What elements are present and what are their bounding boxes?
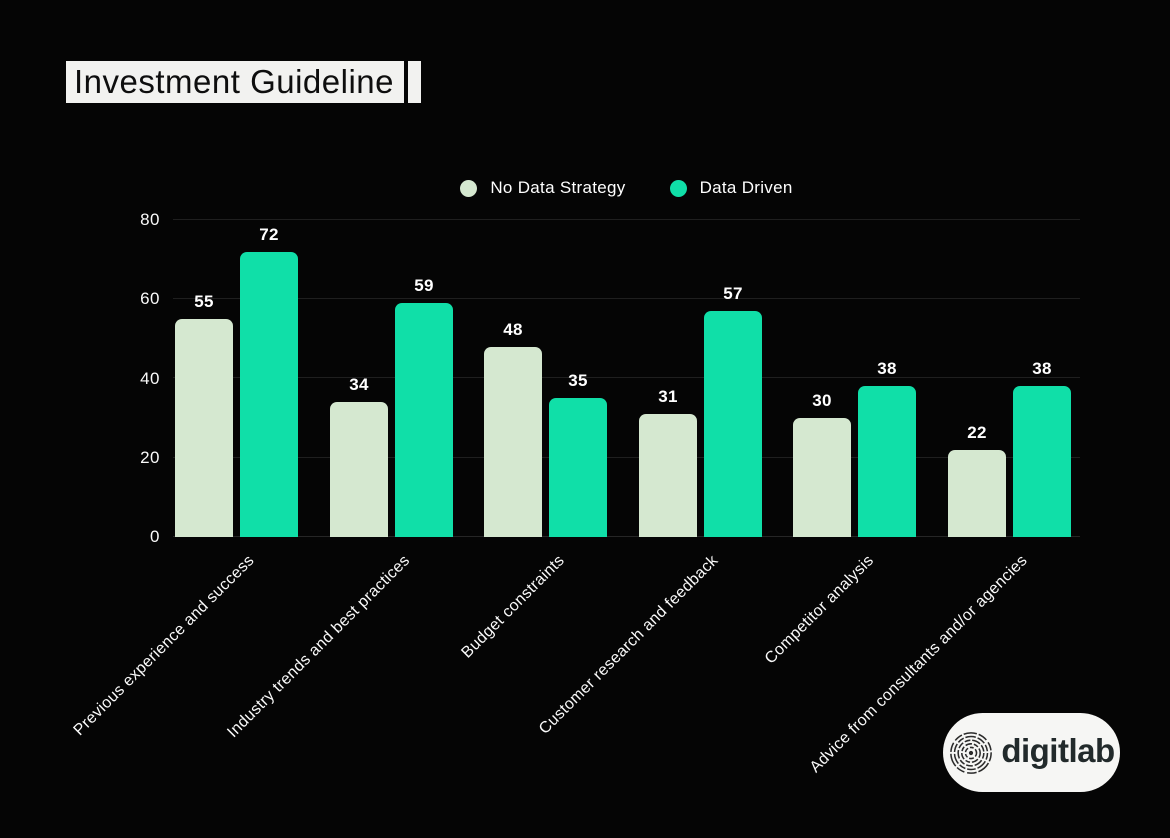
legend-item: Data Driven <box>669 178 793 198</box>
bar-value-label: 48 <box>503 320 523 339</box>
bar-value-label: 35 <box>568 371 588 390</box>
bar-value-label: 57 <box>723 284 743 303</box>
bar-no-data-strategy <box>948 450 1006 537</box>
y-tick-label: 20 <box>140 448 160 467</box>
gridline <box>173 219 1080 220</box>
bar-no-data-strategy <box>484 347 542 537</box>
y-tick-label: 60 <box>140 289 160 308</box>
bar-data-driven <box>858 386 916 537</box>
gridline <box>173 457 1080 458</box>
page-title: Investment Guideline <box>66 61 405 103</box>
bar-data-driven <box>240 252 298 537</box>
x-category-label: Budget constraints <box>458 552 569 662</box>
title-highlight-tail <box>408 61 422 103</box>
x-category-label: Industry trends and best practices <box>223 552 414 742</box>
bar-value-label: 22 <box>967 423 987 442</box>
legend: No Data Strategy Data Driven <box>173 178 1080 198</box>
bar-value-label: 55 <box>194 292 214 311</box>
bar-value-label: 31 <box>658 387 678 406</box>
y-tick-label: 80 <box>140 210 160 229</box>
gridline <box>173 536 1080 537</box>
bar-value-label: 38 <box>1032 359 1052 378</box>
legend-dot-icon <box>669 179 687 197</box>
legend-label: No Data Strategy <box>490 178 626 197</box>
bar-value-label: 59 <box>414 276 434 295</box>
fingerprint-icon <box>950 731 993 774</box>
digitlab-logo: digitlab <box>943 713 1120 792</box>
bar-value-label: 38 <box>877 359 897 378</box>
x-category-label: Previous experience and success <box>70 552 259 740</box>
bar-no-data-strategy <box>330 402 388 537</box>
title-highlight: Investment Guideline <box>66 61 422 103</box>
gridline <box>173 377 1080 378</box>
x-category-label: Competitor analysis <box>761 552 878 668</box>
x-category-label: Customer research and feedback <box>536 552 723 738</box>
bar-no-data-strategy <box>793 418 851 537</box>
bar-value-label: 34 <box>349 375 369 394</box>
legend-item: No Data Strategy <box>460 178 625 198</box>
bar-data-driven <box>704 311 762 537</box>
logo-text: digitlab <box>1001 732 1115 769</box>
bar-data-driven <box>1013 386 1071 537</box>
plot-area: 55 72 34 59 48 35 31 57 30 38 22 38 <box>173 219 1080 537</box>
y-tick-label: 0 <box>150 527 160 546</box>
y-tick-label: 40 <box>140 369 160 388</box>
bar-data-driven <box>549 398 607 537</box>
legend-label: Data Driven <box>699 178 793 197</box>
legend-dot-icon <box>460 179 478 197</box>
gridline <box>173 298 1080 299</box>
bar-value-label: 30 <box>812 391 832 410</box>
bar-no-data-strategy <box>175 319 233 537</box>
bar-data-driven <box>395 303 453 537</box>
bar-no-data-strategy <box>639 414 697 537</box>
bar-value-label: 72 <box>259 225 279 244</box>
